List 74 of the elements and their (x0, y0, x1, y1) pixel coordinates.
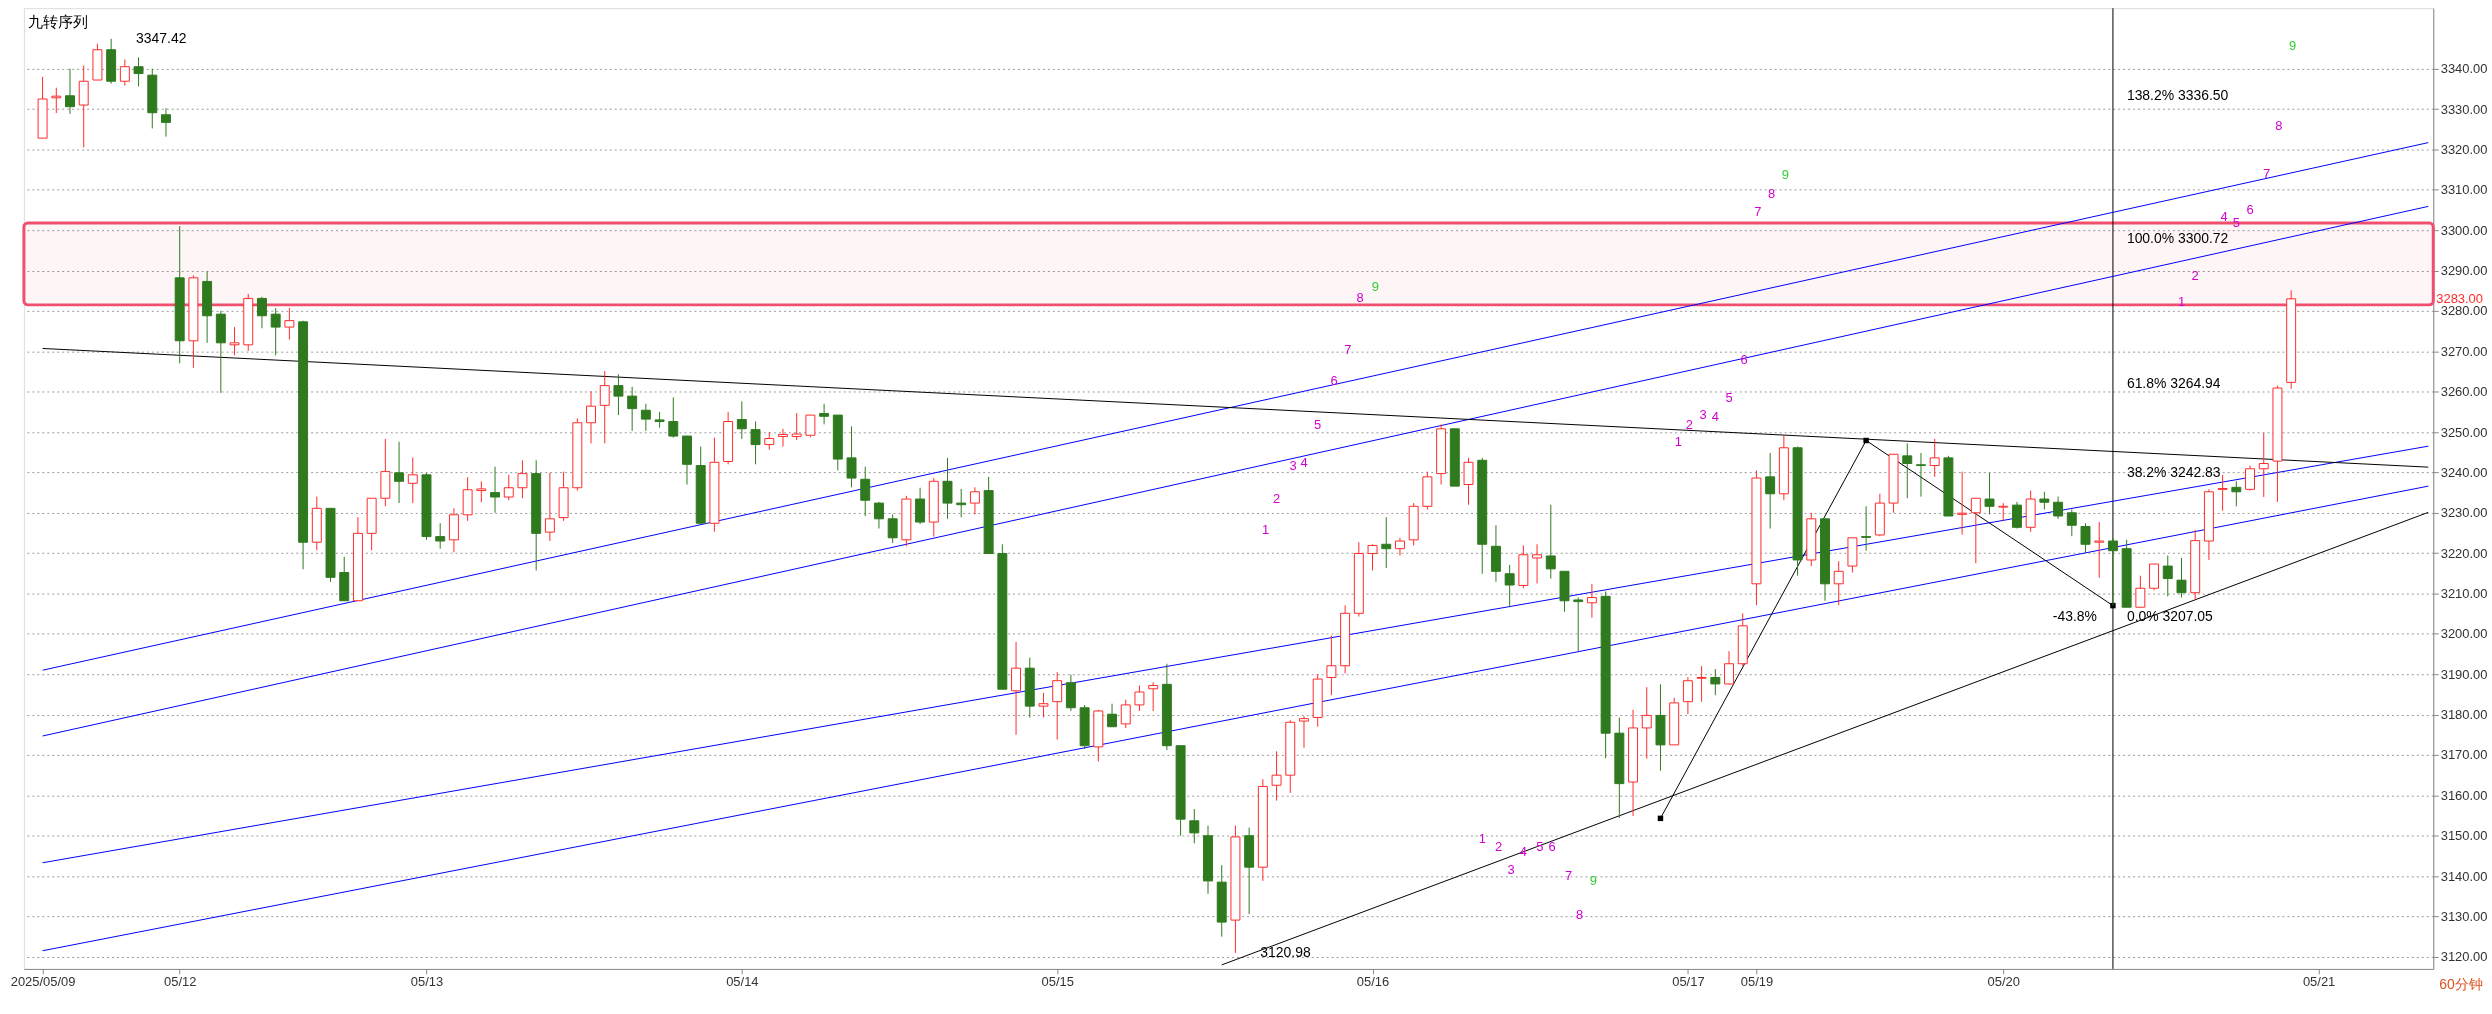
y-tick-label: 3150.00 (2440, 828, 2488, 844)
y-tick-label: 3270.00 (2440, 343, 2488, 359)
annotation: 6 (1548, 839, 1556, 854)
y-tick-label: 3310.00 (2440, 182, 2488, 198)
annotation: 3120.98 (1260, 943, 1311, 960)
y-tick-label: 3200.00 (2440, 626, 2488, 642)
annotation: 4 (1300, 455, 1308, 471)
x-tick-label: 05/12 (164, 974, 197, 990)
annotation: 9 (1371, 278, 1379, 294)
y-tick-label: 3160.00 (2440, 787, 2488, 803)
y-tick-label: 3320.00 (2440, 141, 2488, 157)
y-tick-label: 3120.00 (2440, 949, 2488, 965)
y-tick-label: 3290.00 (2440, 263, 2488, 279)
annotation: 3 (1289, 458, 1297, 474)
annotation: 8 (1356, 289, 1364, 305)
annotation: 9 (1781, 167, 1789, 183)
x-tick-label: 05/15 (1041, 974, 1074, 990)
annotation: 8 (1767, 185, 1776, 201)
annotation: 7 (1754, 204, 1762, 220)
text: 60分钟 (2439, 975, 2483, 992)
annotation: 9 (1589, 872, 1597, 888)
annotation: -43.8% (2052, 607, 2097, 624)
annotation: 2 (1272, 491, 1281, 507)
annotation: 2 (2191, 268, 2199, 284)
annotation: 3347.42 (136, 29, 187, 46)
annotation: 4 (1711, 408, 1719, 424)
annotation: 5 (1314, 416, 1322, 432)
y-tick-label: 3340.00 (2440, 61, 2488, 77)
annotation: 9 (2288, 37, 2297, 53)
annotation: 138.2% 3336.50 (2126, 86, 2229, 103)
y-tick-label: 3230.00 (2440, 505, 2488, 521)
y-tick-label: 3260.00 (2440, 384, 2488, 400)
x-tick-label: 05/16 (1356, 974, 1390, 990)
annotation: 3 (1507, 862, 1515, 878)
annotation: 38.2% 3242.83 (2126, 464, 2221, 481)
x-tick-label: 05/13 (410, 974, 444, 990)
annotation: 6 (2246, 201, 2254, 217)
annotation: 1 (1674, 433, 1682, 449)
y-tick-label: 3140.00 (2440, 868, 2488, 884)
x-tick-label: 2025/05/09 (10, 974, 76, 990)
annotation: 1 (1261, 521, 1270, 537)
annotation: 0.0% 3207.05 (2126, 607, 2214, 624)
annotation: 8 (2275, 118, 2283, 134)
annotation: 3 (1699, 407, 1707, 423)
y-tick-label: 3240.00 (2440, 464, 2488, 480)
annotation: 5 (2232, 215, 2240, 231)
text: 3283.00 (2436, 290, 2484, 306)
x-tick-label: 05/21 (2302, 974, 2336, 990)
y-tick-label: 3190.00 (2440, 666, 2488, 682)
y-tick-label: 3180.00 (2440, 707, 2488, 723)
y-tick-label: 3210.00 (2440, 585, 2488, 601)
x-tick-label: 05/20 (1987, 974, 2020, 990)
y-tick-label: 3130.00 (2440, 908, 2488, 924)
annotation: 4 (2220, 209, 2228, 225)
annotation: 5 (1725, 390, 1733, 406)
y-tick-label: 3220.00 (2440, 545, 2488, 561)
annotation: 7 (1565, 868, 1573, 884)
annotation: 1 (1478, 831, 1486, 847)
y-tick-label: 3170.00 (2440, 747, 2488, 763)
annotation: 九转序列 (27, 13, 88, 31)
y-tick-label: 3250.00 (2440, 424, 2488, 440)
y-tick-label: 3300.00 (2440, 222, 2488, 238)
annotation: 61.8% 3264.94 (2126, 375, 2221, 392)
x-tick-label: 05/14 (726, 974, 759, 990)
annotation: 7 (1344, 342, 1352, 358)
annotation: 7 (2262, 166, 2271, 182)
y-tick-label: 3330.00 (2440, 101, 2488, 117)
y-tick-label: 3280.00 (2440, 303, 2488, 319)
x-tick-label: 05/17 (1672, 974, 1705, 990)
x-tick-label: 05/19 (1740, 974, 1774, 990)
annotation: 8 (1575, 907, 1584, 923)
annotation: 2 (1685, 416, 1693, 432)
annotation: 2 (1495, 839, 1503, 854)
annotation: 100.0% 3300.72 (2126, 230, 2229, 247)
